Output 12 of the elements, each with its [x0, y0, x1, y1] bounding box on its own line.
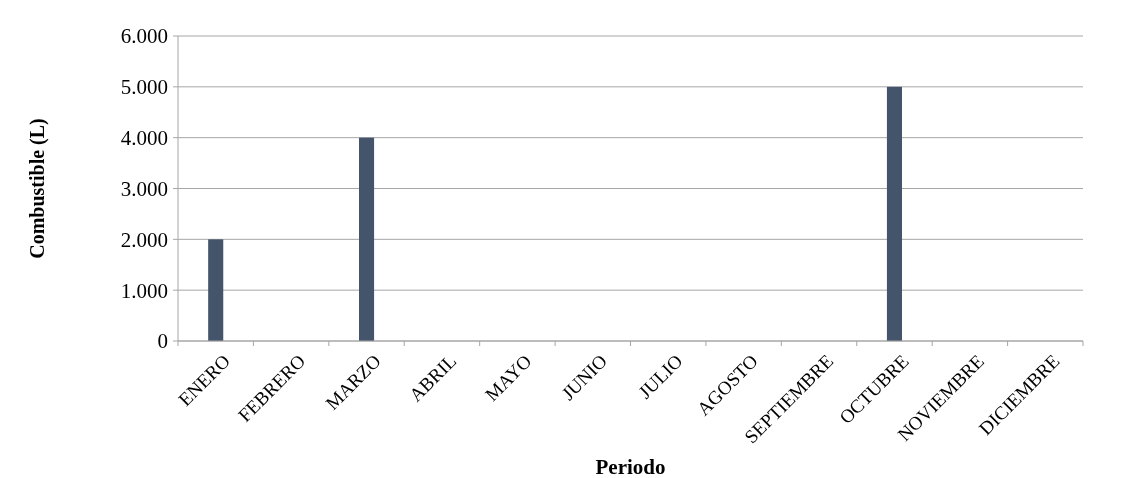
- bar: [359, 137, 375, 341]
- y-tick-label: 0: [157, 329, 168, 354]
- y-tick-label: 2.000: [120, 227, 168, 252]
- y-axis-title: Combustible (L): [26, 118, 49, 259]
- y-tick-label: 6.000: [120, 24, 168, 49]
- bar: [886, 86, 902, 341]
- x-axis-title: Periodo: [595, 455, 666, 478]
- y-tick-label: 1.000: [120, 278, 168, 303]
- y-tick-label: 3.000: [120, 176, 168, 201]
- y-tick-label: 5.000: [120, 75, 168, 100]
- y-tick-label: 4.000: [120, 126, 168, 151]
- bar: [208, 239, 224, 341]
